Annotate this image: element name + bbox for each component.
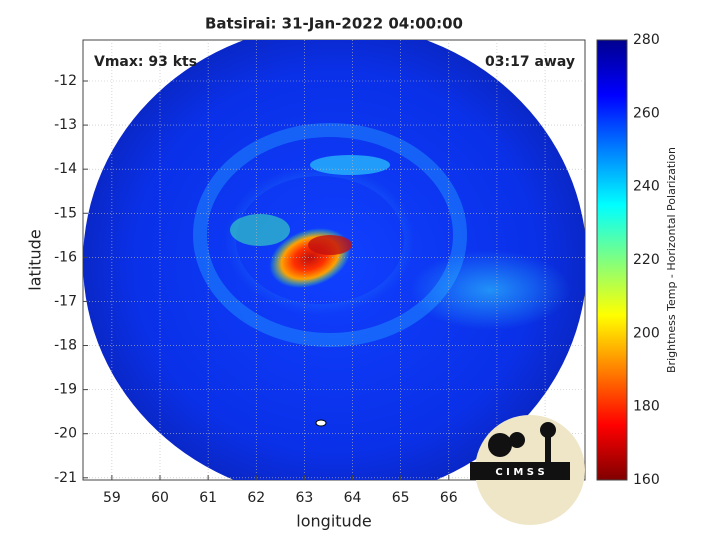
y-tick-label: -13 (54, 117, 77, 133)
x-tick-label: 62 (247, 490, 265, 506)
annotation: Vmax: 93 kts (94, 54, 197, 70)
satellite-image (83, 40, 585, 480)
logo: C I M S S (470, 415, 585, 525)
y-tick-label: -20 (54, 426, 77, 442)
y-tick-label: -16 (54, 249, 77, 265)
x-tick-label: 60 (151, 490, 169, 506)
x-tick-label: 65 (392, 490, 410, 506)
y-tick-label: -17 (54, 293, 77, 309)
y-tick-label: -21 (54, 470, 77, 486)
chart-title: Batsirai: 31-Jan-2022 04:00:00 (205, 15, 463, 33)
y-tick-label: -19 (54, 382, 77, 398)
x-tick-label: 63 (295, 490, 313, 506)
x-tick-label: 64 (344, 490, 362, 506)
logo-text: C I M S S (495, 467, 544, 478)
colorbar-tick-label: 260 (633, 105, 660, 121)
y-tick-label: -12 (54, 73, 77, 89)
y-tick-label: -14 (54, 161, 77, 177)
colorbar-tick-label: 280 (633, 32, 660, 48)
y-tick-label: -18 (54, 338, 77, 354)
colorbar-label: Brightness Temp - Horizontal Polarizatio… (665, 147, 678, 373)
colorbar-tick-label: 220 (633, 252, 660, 268)
colorbar-tick-label: 180 (633, 399, 660, 415)
y-axis-label: latitude (26, 229, 45, 290)
x-tick-label: 59 (103, 490, 121, 506)
x-tick-label: 61 (199, 490, 217, 506)
colorbar-tick-label: 200 (633, 325, 660, 341)
x-tick-label: 66 (440, 490, 458, 506)
annotation: 03:17 away (485, 54, 575, 70)
y-tick-label: -15 (54, 205, 77, 221)
colorbar-tick-label: 160 (633, 472, 660, 488)
x-axis-label: longitude (296, 512, 371, 531)
colorbar (596, 39, 628, 481)
colorbar-tick-label: 240 (633, 179, 660, 195)
